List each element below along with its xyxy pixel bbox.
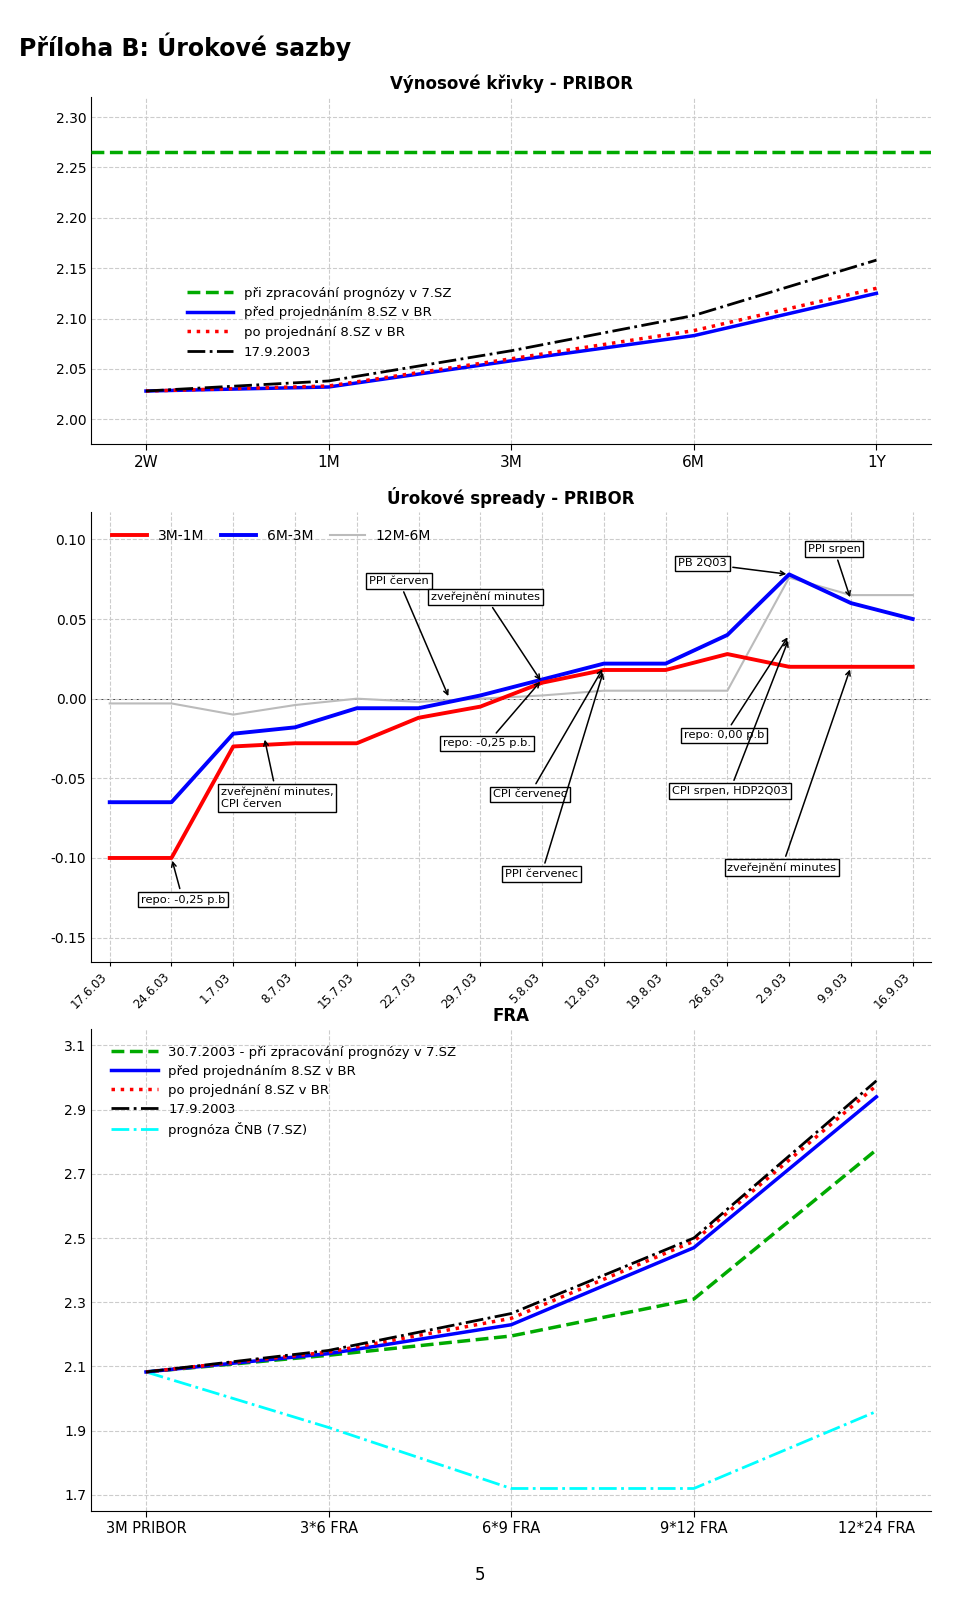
Text: PPI srpen: PPI srpen — [807, 545, 860, 596]
Text: repo: 0,00 p.b: repo: 0,00 p.b — [684, 638, 786, 740]
Text: CPI červenec: CPI červenec — [492, 671, 602, 800]
Text: PB 2Q03: PB 2Q03 — [678, 559, 784, 575]
Legend: při zpracování prognózy v 7.SZ, před projednáním 8.SZ v BR, po projednání 8.SZ v: při zpracování prognózy v 7.SZ, před pro… — [181, 281, 457, 364]
Text: zveřejnění minutes: zveřejnění minutes — [431, 591, 540, 679]
Text: repo: -0,25 p.b: repo: -0,25 p.b — [140, 863, 225, 905]
Text: Příloha B: Úrokové sazby: Příloha B: Úrokové sazby — [19, 32, 351, 61]
Text: repo: -0,25 p.b.: repo: -0,25 p.b. — [444, 684, 540, 748]
Text: zveřejnění minutes: zveřejnění minutes — [728, 671, 851, 873]
Legend: 30.7.2003 - při zpracování prognózy v 7.SZ, před projednáním 8.SZ v BR, po proje: 30.7.2003 - při zpracování prognózy v 7.… — [107, 1041, 462, 1143]
Legend: 3M-1M, 6M-3M, 12M-6M: 3M-1M, 6M-3M, 12M-6M — [107, 524, 437, 549]
Text: PPI červen: PPI červen — [370, 575, 448, 695]
Title: FRA: FRA — [492, 1007, 530, 1025]
Title: Výnosové křivky - PRIBOR: Výnosové křivky - PRIBOR — [390, 74, 633, 92]
Title: Úrokové spready - PRIBOR: Úrokové spready - PRIBOR — [388, 486, 635, 507]
Text: 5: 5 — [475, 1566, 485, 1584]
Text: zveřejnění minutes,
CPI červen: zveřejnění minutes, CPI červen — [221, 742, 333, 810]
Text: CPI srpen, HDP2Q03: CPI srpen, HDP2Q03 — [672, 642, 788, 797]
Text: PPI červenec: PPI červenec — [505, 674, 604, 879]
